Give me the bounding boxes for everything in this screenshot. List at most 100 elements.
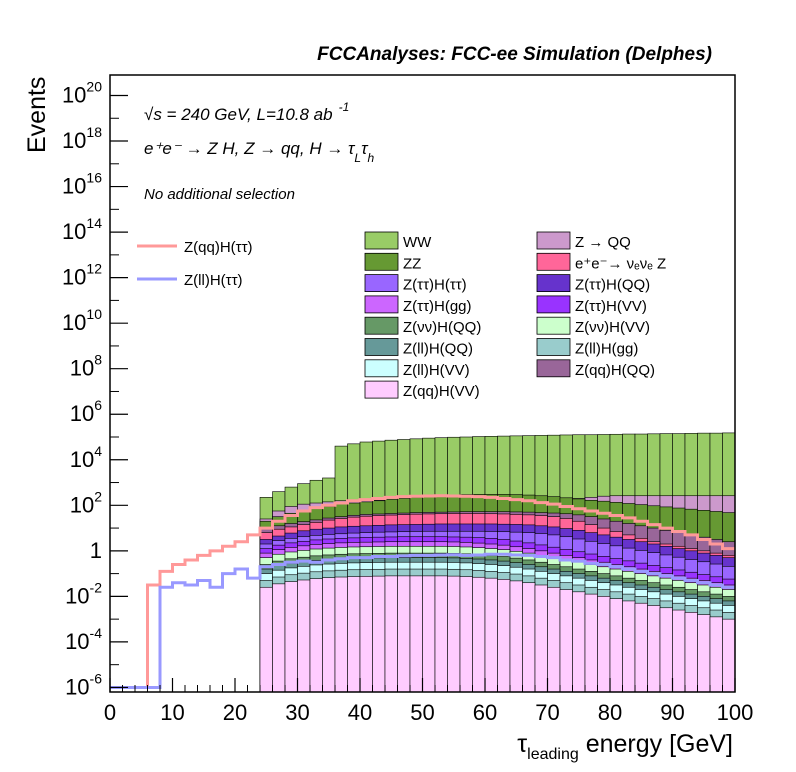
step-line-1 [110, 494, 735, 689]
x-tick-label: 60 [473, 700, 497, 725]
bar [547, 586, 561, 693]
x-tick-label: 30 [285, 700, 309, 725]
legend-swatch [536, 252, 571, 271]
legend-item: Z(νν)H(QQ) [364, 316, 481, 336]
series-15 [259, 575, 736, 693]
bar [572, 591, 586, 693]
legend-label: Z(ll)H(ττ) [184, 272, 243, 289]
annotation-energy: √s = 240 GeV, L=10.8 ab -1 [144, 100, 349, 124]
bar [522, 582, 536, 693]
x-tick-label: 40 [348, 700, 372, 725]
legend-item: Z → QQ [536, 231, 631, 251]
legend-label: Z(ττ)H(gg) [403, 298, 472, 315]
bar [659, 607, 673, 693]
y-tick-label: 106 [70, 397, 102, 426]
bar [434, 575, 448, 693]
y-tick-label: 10-4 [65, 625, 102, 654]
legend-swatch [364, 274, 399, 293]
x-axis-label-sub: leading [527, 746, 579, 763]
annotation-process-text: e⁺e⁻ → Z H, Z → qq, H → τ [144, 139, 356, 158]
bar [622, 600, 636, 693]
legend-swatch [536, 274, 571, 293]
y-tick-label: 1010 [62, 306, 102, 335]
legend-label: Z(ττ)H(VV) [575, 298, 647, 315]
bar [597, 596, 611, 693]
y-tick-label: 10-2 [65, 579, 102, 608]
line-legend-item: Z(ll)H(ττ) [137, 272, 243, 289]
x-tick-label: 100 [717, 700, 754, 725]
bar [447, 575, 461, 693]
bar [459, 576, 473, 693]
legend-swatch [536, 316, 571, 335]
legend-swatch [536, 231, 571, 250]
x-tick-label: 70 [535, 700, 559, 725]
x-axis-label-rest: energy [GeV] [579, 730, 733, 758]
legend-label: Z(qq)H(QQ) [575, 362, 655, 379]
bar [334, 576, 348, 693]
bar [422, 575, 436, 693]
legend-swatch [364, 338, 399, 356]
legend-label: Z(νν)H(QQ) [403, 319, 481, 336]
legend-label: Z(ll)H(QQ) [403, 341, 473, 358]
legend-label: Z(ll)H(gg) [575, 341, 638, 358]
bar [497, 579, 511, 693]
legend-swatch [364, 295, 399, 314]
y-tick-label: 104 [70, 443, 102, 472]
chart-title: FCCAnalyses: FCC-ee Simulation (Delphes) [317, 44, 712, 65]
step-line-2 [110, 552, 735, 689]
legend-swatch [364, 231, 399, 250]
annotation-process-sub2: h [367, 151, 374, 165]
bar [384, 575, 398, 693]
x-axis-label: τleading energy [GeV] [517, 730, 733, 763]
bar [634, 602, 648, 693]
annotation-energy-text: √s = 240 GeV, L=10.8 ab [144, 105, 333, 124]
y-axis-label: Events [23, 77, 51, 153]
bar [609, 598, 623, 693]
legend-label: ZZ [403, 255, 421, 272]
y-tick-label: 1020 [62, 78, 102, 107]
x-axis-label-tau: τ [517, 730, 527, 758]
y-tick-label: 1 [90, 538, 102, 563]
y-tick-label: 1016 [62, 170, 102, 199]
bar [284, 581, 298, 693]
bar [584, 593, 598, 693]
bar [397, 575, 411, 693]
stacked-histogram-layer [259, 432, 736, 693]
legend-item: Z(ττ)H(QQ) [536, 274, 650, 294]
legend-item: ZZ [364, 252, 421, 272]
legend-label: Z(qq)H(ττ) [184, 239, 253, 256]
legend-swatch [536, 295, 571, 314]
legend-label: Z(qq)H(VV) [403, 383, 480, 400]
legend-item: WW [364, 231, 432, 251]
bar [297, 579, 311, 693]
legend: WW ZZ Z(ττ)H(ττ) Z(ττ)H(gg) Z(νν)H(QQ) Z(ll)H… [137, 231, 666, 400]
annotation-process-mid: τ [361, 139, 369, 158]
legend-swatch [536, 359, 571, 378]
bar [322, 577, 336, 693]
legend-item: Z(ττ)H(VV) [536, 295, 647, 315]
legend-swatch [536, 338, 571, 356]
legend-item: Z(ll)H(QQ) [364, 338, 473, 358]
legend-label: Z → QQ [575, 234, 631, 251]
bar [484, 577, 498, 693]
legend-swatch [364, 252, 399, 271]
x-tick-label: 20 [223, 700, 247, 725]
bar [309, 578, 323, 693]
x-tick-label: 0 [104, 700, 116, 725]
bar [359, 576, 373, 693]
legend-item: Z(ττ)H(gg) [364, 295, 472, 315]
bar [672, 609, 686, 693]
y-tick-label: 10-6 [65, 670, 102, 699]
bar [684, 612, 698, 693]
legend-label: WW [403, 234, 432, 251]
legend-item: Z(ll)H(gg) [536, 338, 638, 358]
y-tick-label: 1014 [62, 215, 102, 244]
bar [697, 614, 711, 693]
bar [472, 576, 486, 693]
bar [259, 586, 273, 693]
legend-swatch [364, 316, 399, 335]
legend-label: e⁺e⁻→ νₑνₑ Z [575, 255, 666, 272]
bar [509, 580, 523, 693]
legend-item: Z(ll)H(VV) [364, 359, 470, 379]
